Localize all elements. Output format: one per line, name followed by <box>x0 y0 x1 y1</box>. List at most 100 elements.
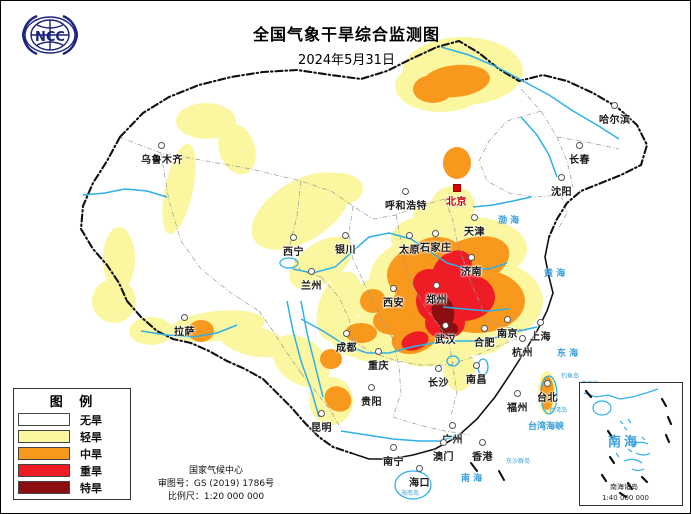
ncc-logo-icon: NCC <box>21 14 79 56</box>
page-title: 全国气象干旱综合监测图 <box>252 25 440 44</box>
city-label: 南宁 <box>383 457 404 468</box>
lakes <box>279 257 558 500</box>
city-marker <box>433 282 440 289</box>
sea-label: 黄 海 <box>544 269 566 279</box>
map-date: 2024年5月31日 <box>298 53 395 68</box>
map-annotation: 钓鱼岛 <box>561 373 580 380</box>
city-label: 武汉 <box>435 335 456 346</box>
credit-scale: 比例尺：1:20 000 000 <box>167 492 265 502</box>
city-label: 贵阳 <box>361 397 382 408</box>
coastline <box>350 236 554 460</box>
province-boundaries <box>118 88 620 436</box>
city-marker <box>406 232 413 239</box>
legend-swatch <box>18 464 70 477</box>
legend-label: 中旱 <box>80 447 102 461</box>
city-label: 福州 <box>507 403 528 414</box>
legend-label: 重旱 <box>80 464 102 478</box>
city-marker <box>473 362 480 369</box>
city-label: 拉萨 <box>174 327 195 338</box>
city-marker <box>390 285 397 292</box>
legend-swatch <box>18 430 70 443</box>
city-marker <box>611 102 618 109</box>
legend-swatch <box>18 447 70 460</box>
city-marker <box>416 465 423 472</box>
city-marker <box>558 174 565 181</box>
city-label: 成都 <box>336 343 357 354</box>
city-label: 沈阳 <box>551 187 572 198</box>
legend-label: 特旱 <box>80 481 102 495</box>
city-label: 郑州 <box>426 295 447 306</box>
legend-item[interactable]: 中旱 <box>14 445 130 462</box>
sea-label: 台湾海峡 <box>528 422 565 432</box>
legend-label: 轻旱 <box>80 430 102 444</box>
city-label: 重庆 <box>368 361 389 372</box>
legend-item[interactable]: 重旱 <box>14 462 130 479</box>
city-label: 石家庄 <box>420 243 452 254</box>
legend-label: 无旱 <box>80 413 102 427</box>
legend-box: 图 例 无旱 轻旱 中旱 重旱 特旱 <box>13 388 131 500</box>
city-marker <box>343 330 350 337</box>
city-marker <box>342 232 349 239</box>
city-label: 昆明 <box>311 423 332 434</box>
city-marker <box>308 268 315 275</box>
city-marker <box>519 335 526 342</box>
city-marker <box>576 142 583 149</box>
city-label: 北京 <box>446 197 467 208</box>
nine-dash-line <box>470 462 505 481</box>
city-label: 合肥 <box>474 338 495 349</box>
city-label: 兰州 <box>301 281 322 292</box>
map-annotation: 海南岛 <box>401 490 420 497</box>
city-label: 乌鲁木齐 <box>141 155 183 166</box>
inset-sea-label: 南海 <box>608 435 641 450</box>
city-label: 西安 <box>383 298 404 309</box>
city-marker <box>290 234 297 241</box>
south-china-sea-inset: 南海 南海诸岛 1:40 000 000 <box>579 382 683 506</box>
rivers <box>82 46 620 442</box>
inset-graphic <box>583 388 673 499</box>
city-label: 台北 <box>537 393 558 404</box>
legend-item[interactable]: 无旱 <box>14 411 130 428</box>
city-marker <box>479 439 486 446</box>
city-label: 济南 <box>461 267 482 278</box>
map-annotation: 东沙群岛 <box>506 458 531 465</box>
city-marker <box>504 316 511 323</box>
city-label: 哈尔滨 <box>599 115 631 126</box>
city-marker <box>440 439 447 446</box>
city-label: 长沙 <box>428 378 449 389</box>
city-marker <box>442 322 449 329</box>
city-label: 南京 <box>497 329 518 340</box>
city-label: 南昌 <box>466 375 487 386</box>
city-marker <box>318 410 325 417</box>
legend-swatch <box>18 413 70 426</box>
sea-label: 东 海 <box>557 349 579 359</box>
city-label: 天津 <box>464 227 485 238</box>
city-label: 杭州 <box>512 348 533 359</box>
city-marker <box>514 390 521 397</box>
credit-approval-number: 审图号：GS (2019) 1786号 <box>157 479 275 489</box>
city-label: 银川 <box>335 245 356 256</box>
city-marker <box>375 348 382 355</box>
city-label: 呼和浩特 <box>385 201 427 212</box>
city-marker <box>471 214 478 221</box>
city-marker <box>544 380 551 387</box>
city-marker <box>449 422 456 429</box>
inset-scale: 1:40 000 000 <box>602 494 649 502</box>
credit-organization: 国家气候中心 <box>188 466 243 476</box>
city-label: 澳门 <box>433 452 454 463</box>
city-marker <box>432 230 439 237</box>
map-annotation: 台湾岛 <box>549 407 568 414</box>
city-marker <box>435 365 442 372</box>
national-border <box>79 39 649 455</box>
legend-rows: 无旱轻旱中旱重旱特旱 <box>14 411 130 496</box>
legend-item[interactable]: 特旱 <box>14 479 130 496</box>
legend-item[interactable]: 轻旱 <box>14 428 130 445</box>
inset-caption: 南海诸岛 <box>610 483 638 491</box>
city-marker <box>537 319 544 326</box>
city-label: 长春 <box>569 155 590 166</box>
sea-label: 南 海 <box>461 474 483 484</box>
city-label: 西宁 <box>283 247 304 258</box>
city-marker <box>390 444 397 451</box>
city-marker <box>453 184 461 192</box>
